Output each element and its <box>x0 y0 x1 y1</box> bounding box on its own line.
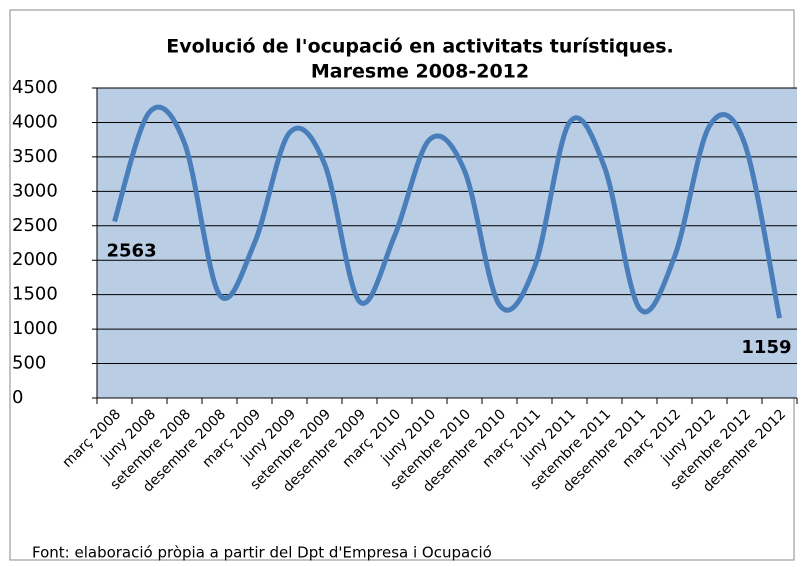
y-tick-label: 3000 <box>12 180 58 201</box>
y-tick-label: 1500 <box>12 284 58 305</box>
line <box>112 104 782 319</box>
y-tick-label: 0 <box>12 387 23 408</box>
chart-title: Evolució de l'ocupació en activitats tur… <box>166 36 674 58</box>
y-tick-label: 4500 <box>12 77 58 98</box>
y-tick-label: 500 <box>12 353 46 374</box>
data-label: 2563 <box>107 240 157 261</box>
y-tick-label: 3500 <box>12 146 58 167</box>
y-tick-label: 4000 <box>12 111 58 132</box>
y-tick-label: 2000 <box>12 249 58 270</box>
data-label: 1159 <box>741 337 791 358</box>
y-tick-label: 2500 <box>12 215 58 236</box>
plot-area <box>97 88 797 398</box>
y-tick-label: 1000 <box>12 318 58 339</box>
source-note: Font: elaboració pròpia a partir del Dpt… <box>32 544 492 562</box>
chart-title: Maresme 2008-2012 <box>311 61 529 83</box>
